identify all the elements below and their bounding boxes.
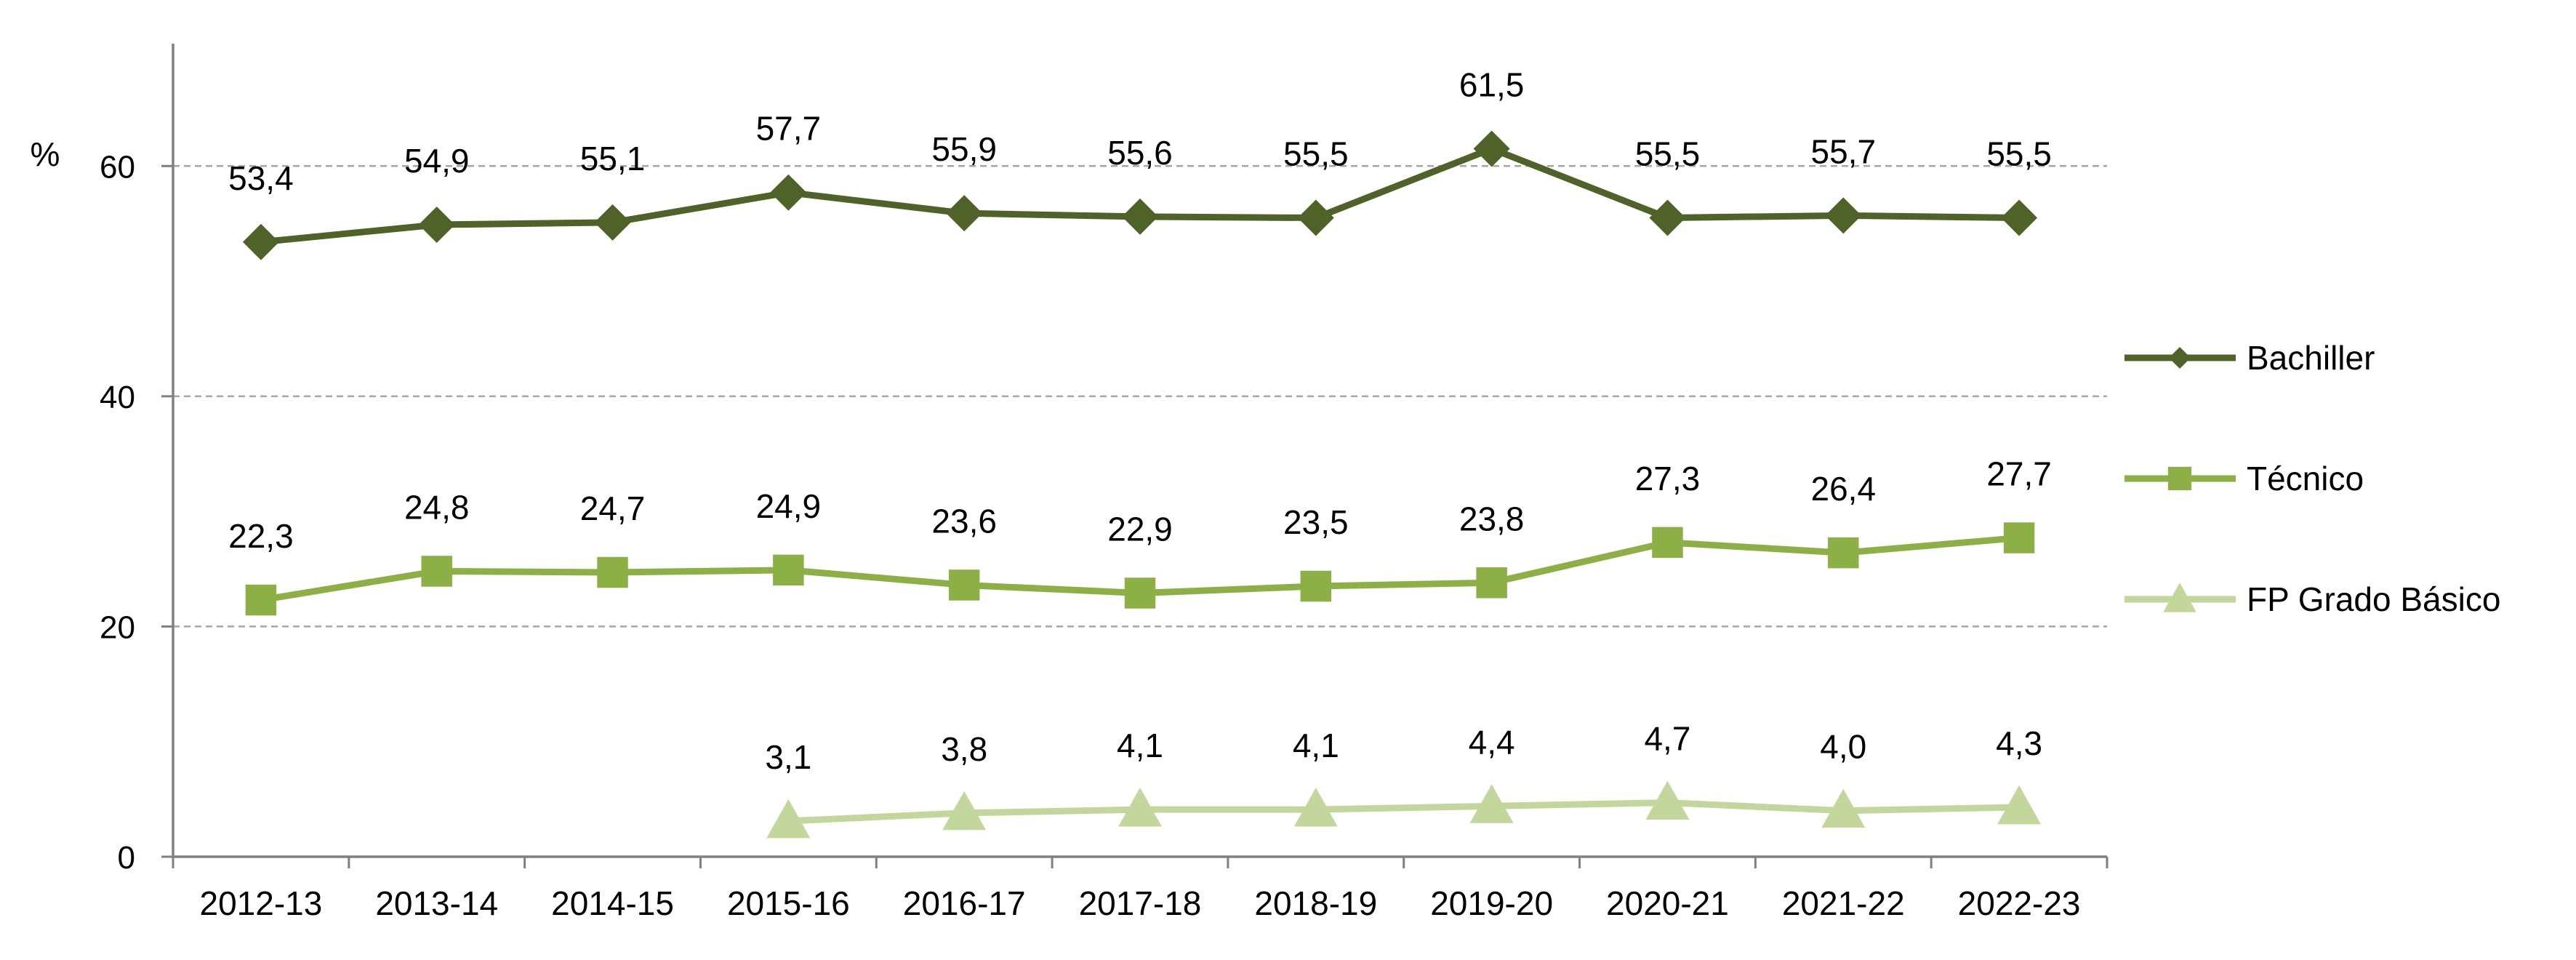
x-tick-label: 2015-16 [727,884,850,922]
y-tick-label: 40 [100,380,135,415]
series-lines [242,130,2042,839]
data-label: 23,5 [1283,503,1349,541]
x-tick-label: 2021-22 [1782,884,1905,922]
data-label: 4,0 [1820,728,1866,766]
data-point [1476,567,1507,599]
x-tick-label: 2013-14 [375,884,498,922]
y-tick-label: 20 [100,609,135,645]
data-point [2001,199,2038,236]
data-label: 24,9 [756,487,822,525]
data-label: 4,3 [1996,724,2042,762]
data-point [1997,785,2042,825]
data-point [1825,197,1862,234]
data-label: 55,7 [1811,132,1877,170]
axes: % 0 20 40 60 2012-13 2013-14 2014-15 2015-16 201… [31,44,2108,922]
data-point [1828,537,1859,569]
data-label: 55,9 [931,130,997,168]
legend-marker [2163,583,2196,612]
data-point [1473,130,1510,167]
data-label: 4,4 [1469,723,1515,761]
gridlines [173,165,2107,628]
data-label: 26,4 [1811,470,1877,508]
data-point [1293,788,1338,827]
legend-marker [2169,347,2191,369]
y-tick-label: 0 [118,840,135,876]
x-tick-label: 2022-23 [1958,884,2081,922]
data-point [245,584,277,616]
data-point [766,799,811,839]
data-point [594,204,631,241]
x-tick-label: 2014-15 [551,884,674,922]
data-point [1469,784,1514,823]
data-point [946,195,983,232]
x-tick-label: 2020-21 [1606,884,1729,922]
data-label: 3,1 [765,738,811,776]
data-point [2003,522,2035,553]
data-label: 22,9 [1107,511,1173,548]
data-label: 3,8 [941,730,987,768]
legend-label: Técnico [2247,460,2364,497]
data-label: 55,5 [1283,135,1349,173]
data-point [942,791,987,831]
data-label: 55,1 [580,140,646,177]
data-point [242,223,279,260]
y-axis-unit-label: % [31,135,60,173]
data-label: 24,7 [580,489,646,527]
data-label: 23,8 [1459,500,1525,537]
data-point [1652,527,1683,559]
data-label: 24,8 [404,488,470,526]
y-tick-label: 60 [100,149,135,185]
data-labels: 53,4 54,9 55,1 57,7 55,9 55,6 55,5 61,5 55,5 55,7… [228,66,2052,776]
data-label: 4,7 [1644,720,1690,758]
data-label: 55,6 [1107,134,1173,172]
data-label: 61,5 [1459,66,1525,104]
data-label: 4,1 [1117,727,1163,764]
x-tick-label: 2017-18 [1079,884,1202,922]
data-point [1649,199,1686,236]
data-point [1297,199,1334,236]
data-point [1300,570,1332,602]
data-label: 57,7 [756,110,822,148]
data-label: 55,5 [1986,135,2052,173]
series-line [788,799,2020,825]
legend: Bachiller Técnico FP Grado Básico [2124,339,2500,618]
data-point [1122,198,1158,235]
legend-marker [2167,466,2192,491]
data-point [418,207,455,244]
x-tick-label: 2012-13 [199,884,322,922]
legend-label: FP Grado Básico [2247,580,2500,618]
data-point [1821,788,1866,828]
x-tick-label: 2016-17 [903,884,1026,922]
x-tick-label: 2019-20 [1430,884,1553,922]
data-label: 55,5 [1635,135,1701,173]
data-point [770,174,807,211]
data-label: 4,1 [1293,727,1339,764]
data-point [597,556,628,588]
data-label: 27,7 [1986,455,2052,493]
data-point [773,554,804,586]
data-label: 22,3 [228,517,294,555]
data-label: 27,3 [1635,460,1701,497]
data-label: 54,9 [404,142,470,180]
data-point [948,569,980,601]
data-label: 53,4 [228,159,294,197]
data-label: 23,6 [931,502,997,540]
data-point [1124,577,1156,609]
legend-label: Bachiller [2247,339,2375,377]
x-tick-label: 2018-19 [1254,884,1377,922]
data-point [1118,788,1162,827]
data-point [421,556,452,587]
data-point [1645,780,1690,820]
